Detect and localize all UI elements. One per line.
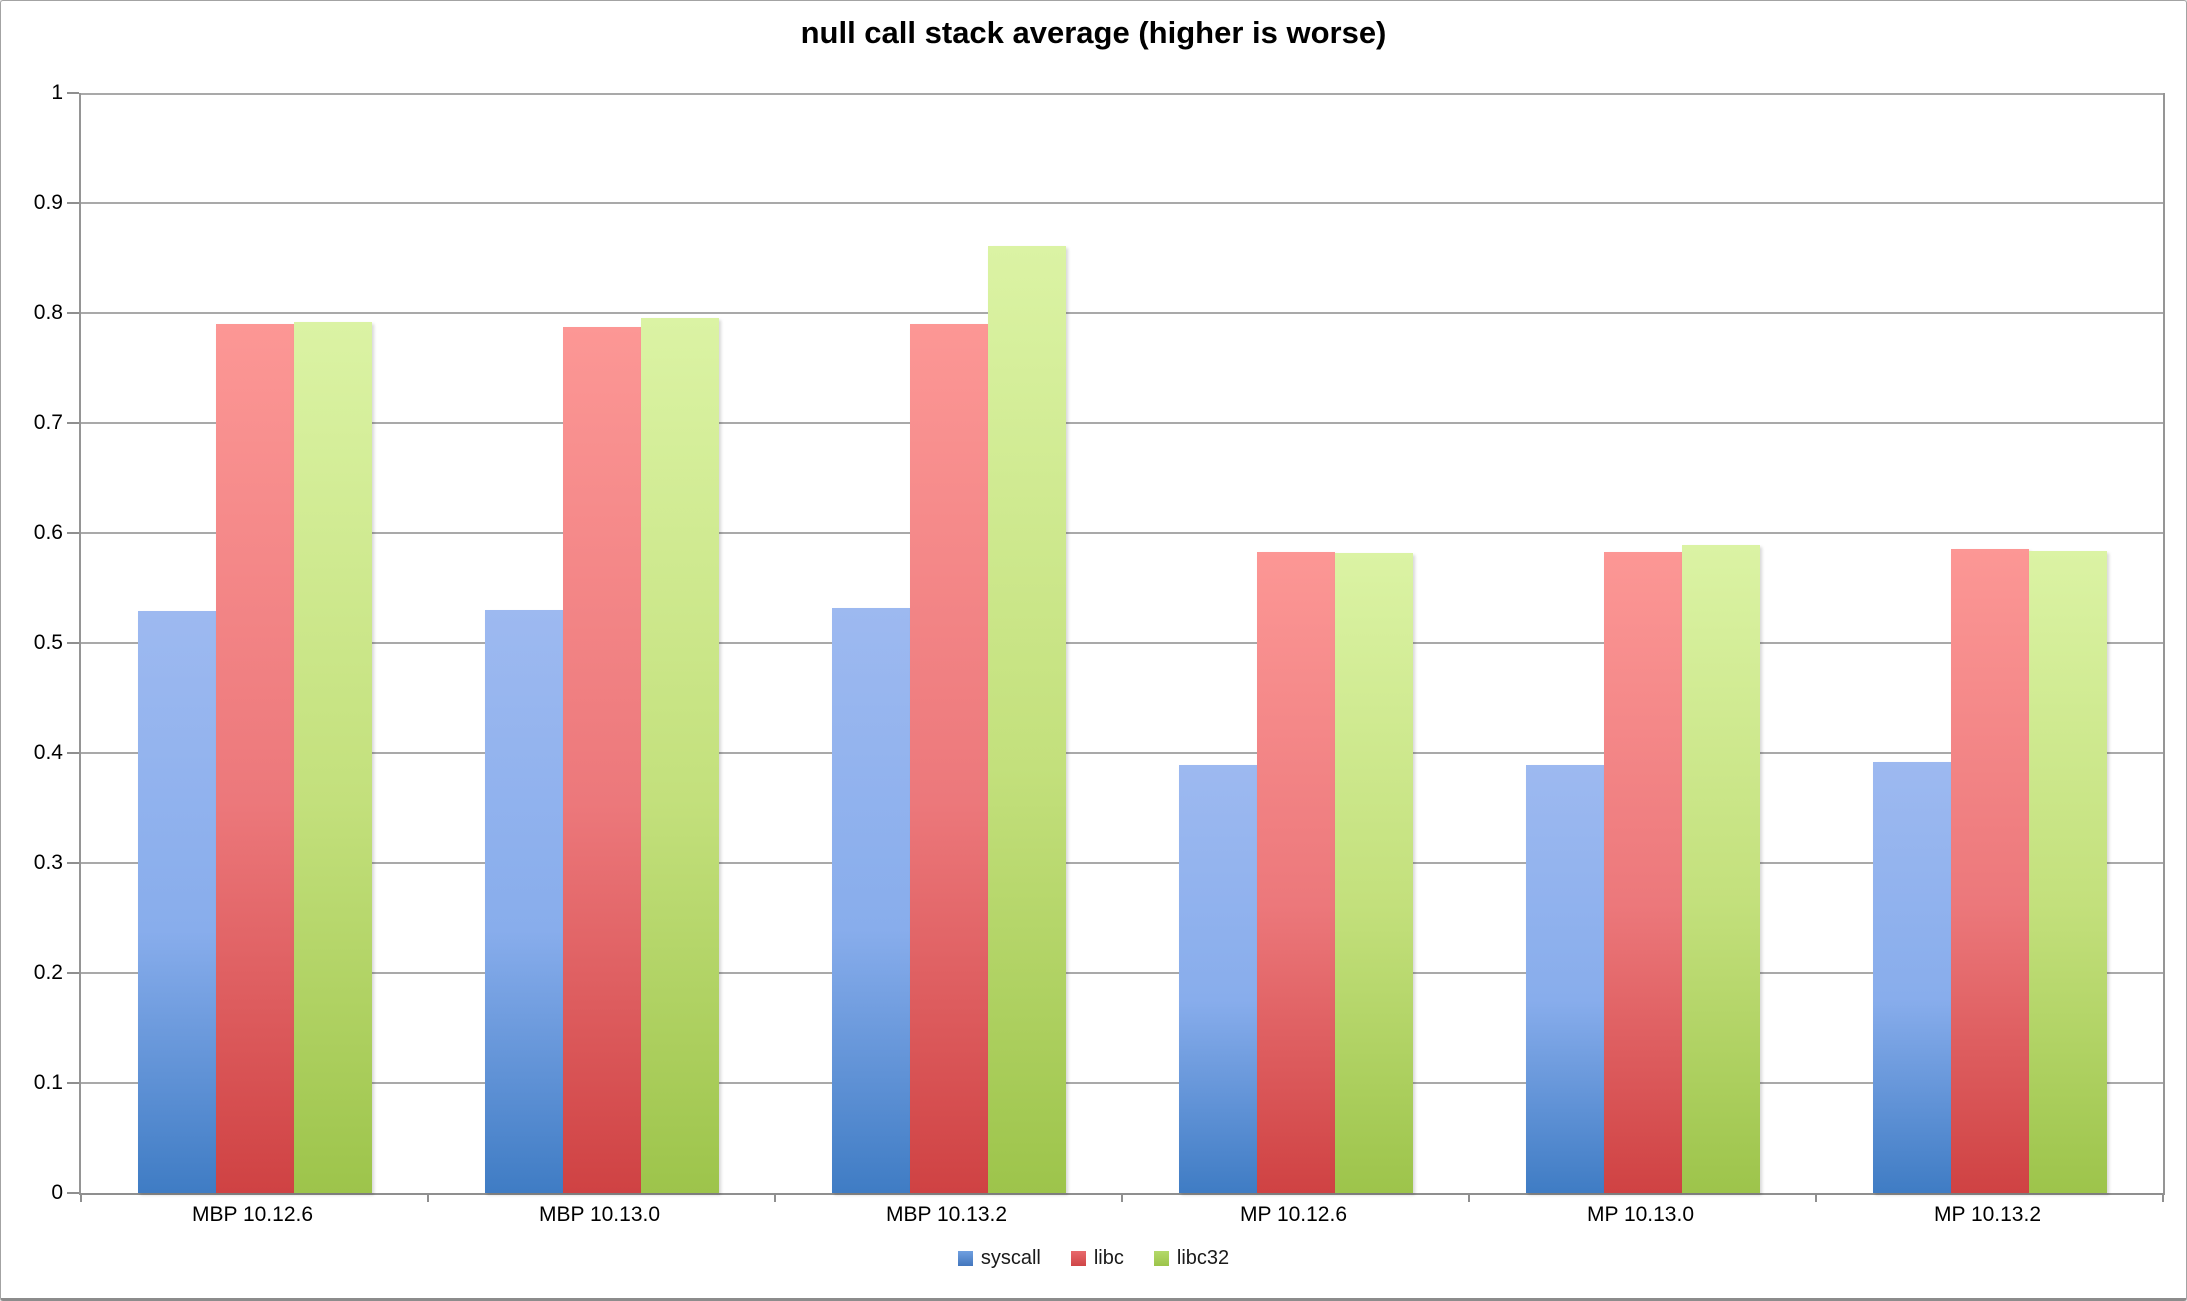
bar-libc32 [640,318,719,1193]
gridline [81,752,2163,754]
bar-syscall [484,610,563,1193]
x-axis-tick [1468,1193,1470,1202]
y-axis-tick [67,862,79,864]
legend: syscall libc libc32 [1,1247,2186,1270]
y-axis-tick-label: 0.5 [33,631,63,654]
bar-syscall [1178,765,1257,1193]
y-axis-tick-label: 0.6 [33,521,63,544]
legend-label-libc: libc [1093,1247,1124,1269]
bar-libc [1950,549,2029,1193]
y-axis-tick-label: 0.7 [33,411,63,434]
libc32-swatch-icon [1153,1251,1169,1266]
bar-libc [562,327,641,1193]
gridline [81,972,2163,974]
bar-group [775,93,1122,1193]
x-axis-tick [2162,1193,2164,1202]
y-axis-tick [67,92,79,94]
y-axis-tick [67,202,79,204]
bar-libc32 [1334,553,1413,1193]
x-axis-category-label: MBP 10.12.6 [191,1203,314,1226]
y-axis-tick [67,972,79,974]
chart-title: null call stack average (higher is worse… [800,15,1387,50]
legend-item-libc: libc [1070,1247,1124,1270]
x-axis-category-label: MBP 10.13.0 [538,1203,661,1226]
x-axis-tick [80,1193,82,1202]
y-axis-tick-label: 0.9 [33,191,63,214]
bar-libc32 [2028,551,2107,1193]
bar-syscall [831,608,910,1193]
legend-item-libc32: libc32 [1153,1247,1230,1270]
bar-syscall [137,611,216,1193]
legend-label-libc32: libc32 [1176,1247,1230,1269]
y-axis-tick [67,642,79,644]
y-axis-tick-label: 0.1 [33,1071,63,1094]
legend-item-syscall: syscall [957,1247,1041,1270]
bar-libc [909,324,988,1193]
x-axis-category-label: MP 10.12.6 [1239,1203,1348,1226]
gridline [81,532,2163,534]
y-axis-tick-label: 0.2 [33,961,63,984]
bar-syscall [1525,765,1604,1193]
legend-label-syscall: syscall [980,1247,1041,1269]
bar-libc32 [1681,545,1760,1193]
x-axis-category-label: MP 10.13.0 [1586,1203,1695,1226]
y-axis-tick-label: 0 [51,1181,63,1204]
y-axis-tick [67,532,79,534]
y-axis-tick-label: 0.3 [33,851,63,874]
bar-libc [1603,552,1682,1193]
libc-swatch-icon [1070,1251,1086,1266]
bar-group [428,93,775,1193]
y-axis-tick-label: 0.4 [33,741,63,764]
gridline [81,93,2163,95]
x-axis-tick [1815,1193,1817,1202]
syscall-swatch-icon [957,1251,973,1266]
bar-libc32 [987,246,1066,1193]
x-axis-tick [774,1193,776,1202]
y-axis-tick [67,422,79,424]
bar-group [1122,93,1469,1193]
gridline [81,862,2163,864]
bar-libc [1256,552,1335,1193]
bar-libc [215,324,294,1193]
y-axis-tick-label: 0.8 [33,301,63,324]
bar-libc32 [293,322,372,1193]
x-axis-tick [1121,1193,1123,1202]
gridline [81,642,2163,644]
y-axis-tick [67,1192,79,1194]
y-axis-tick-label: 1 [51,81,63,104]
gridline [81,1082,2163,1084]
x-axis-category-label: MP 10.13.2 [1933,1203,2042,1226]
y-axis-tick [67,1082,79,1084]
bar-group [1816,93,2163,1193]
bar-syscall [1872,762,1951,1193]
bar-group [81,93,428,1193]
x-axis-category-label: MBP 10.13.2 [885,1203,1008,1226]
y-axis-tick [67,752,79,754]
gridline [81,202,2163,204]
gridline [81,312,2163,314]
y-axis-tick [67,312,79,314]
plot-area [67,92,2165,1202]
x-axis-tick [427,1193,429,1202]
bar-group [1469,93,1816,1193]
gridline [81,422,2163,424]
